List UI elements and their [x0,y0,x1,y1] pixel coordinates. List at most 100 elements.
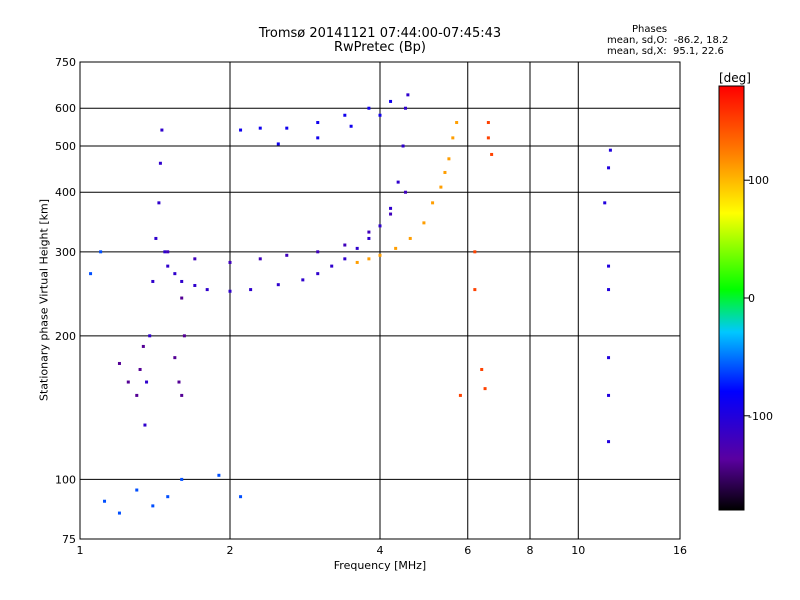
data-point [349,124,353,128]
chart-subtitle: RwPretec (Bp) [333,40,427,55]
colorbar-tick-label: -100 [748,410,773,423]
data-point [490,152,494,156]
data-point [486,121,490,125]
data-point [117,511,121,515]
grid-lines [80,62,680,539]
data-point [603,201,607,205]
data-point [607,166,611,170]
colorbar-ticks: 100 0 -100 [744,174,773,423]
data-point [607,393,611,397]
x-tick-label: 2 [227,544,234,557]
data-point [473,250,477,254]
data-point [408,236,412,240]
data-point [406,93,410,97]
data-point [228,260,232,264]
data-point [276,283,280,287]
data-point [355,246,359,250]
data-point [439,185,443,189]
data-point [180,477,184,481]
data-point [182,334,186,338]
data-point [330,264,334,268]
data-point [143,423,147,427]
data-point [378,113,382,117]
data-point [401,144,405,148]
data-point [249,288,253,292]
data-point [607,440,611,444]
data-point [422,221,426,225]
data-point [151,279,155,283]
data-point [145,380,149,384]
data-point [141,344,145,348]
data-point [403,190,407,194]
x-tick-label: 16 [673,544,687,557]
stats-o-line: mean, sd,O: -86.2, 18.2 [607,35,729,46]
data-point [180,296,184,300]
data-point [378,253,382,257]
data-point [89,272,93,276]
data-point [389,212,393,216]
data-point [396,180,400,184]
data-point [99,250,103,254]
stats-x-line: mean, sd,X: 95.1, 22.6 [607,46,724,57]
data-point [389,99,393,103]
data-point [443,170,447,174]
data-point [607,356,611,360]
data-point [163,250,167,254]
y-tick-label: 600 [55,102,76,115]
data-point [276,142,280,146]
y-tick-label: 400 [55,186,76,199]
data-point [180,279,184,283]
data-point [239,495,243,499]
data-point [367,106,371,110]
phases-label: Phases [632,24,668,35]
x-tick-label: 6 [464,544,471,557]
x-tick-label: 1 [77,544,84,557]
data-point [394,246,398,250]
data-point [103,499,107,503]
data-point [316,272,320,276]
y-tick-label: 200 [55,330,76,343]
chart-title: Tromsø 20141121 07:44:00-07:45:43 [258,26,502,41]
data-point [258,126,262,130]
data-point [117,361,121,365]
data-point [403,106,407,110]
data-point [367,236,371,240]
data-point [343,113,347,117]
data-points [89,93,612,515]
data-point [355,260,359,264]
data-point [148,334,152,338]
data-point [343,243,347,247]
data-point [343,257,347,261]
data-point [367,230,371,234]
axis-ticks: 1 2 4 6 8 10 16 75 100 200 300 400 500 600 750 [55,56,687,557]
y-tick-label: 750 [55,56,76,69]
data-point [160,128,164,132]
data-point [135,393,139,397]
colorbar-tick-label: 100 [748,174,769,187]
data-point [166,250,170,254]
y-tick-label: 100 [55,473,76,486]
data-point [378,224,382,228]
data-point [447,157,451,161]
data-point [607,264,611,268]
x-axis-label: Frequency [MHz] [333,559,427,572]
data-point [389,206,393,210]
data-point [173,356,177,360]
x-tick-label: 10 [571,544,585,557]
data-point [458,393,462,397]
data-point [239,128,243,132]
data-point [173,272,177,276]
data-point [166,495,170,499]
data-point [367,257,371,261]
data-point [193,257,197,261]
plot-frame [79,61,681,540]
data-point [205,288,209,292]
data-point [486,136,490,140]
data-point [285,126,289,130]
data-point [126,380,130,384]
data-point [258,257,262,261]
data-point [607,288,611,292]
data-point [157,201,161,205]
colorbar-label: [deg] [719,71,751,85]
